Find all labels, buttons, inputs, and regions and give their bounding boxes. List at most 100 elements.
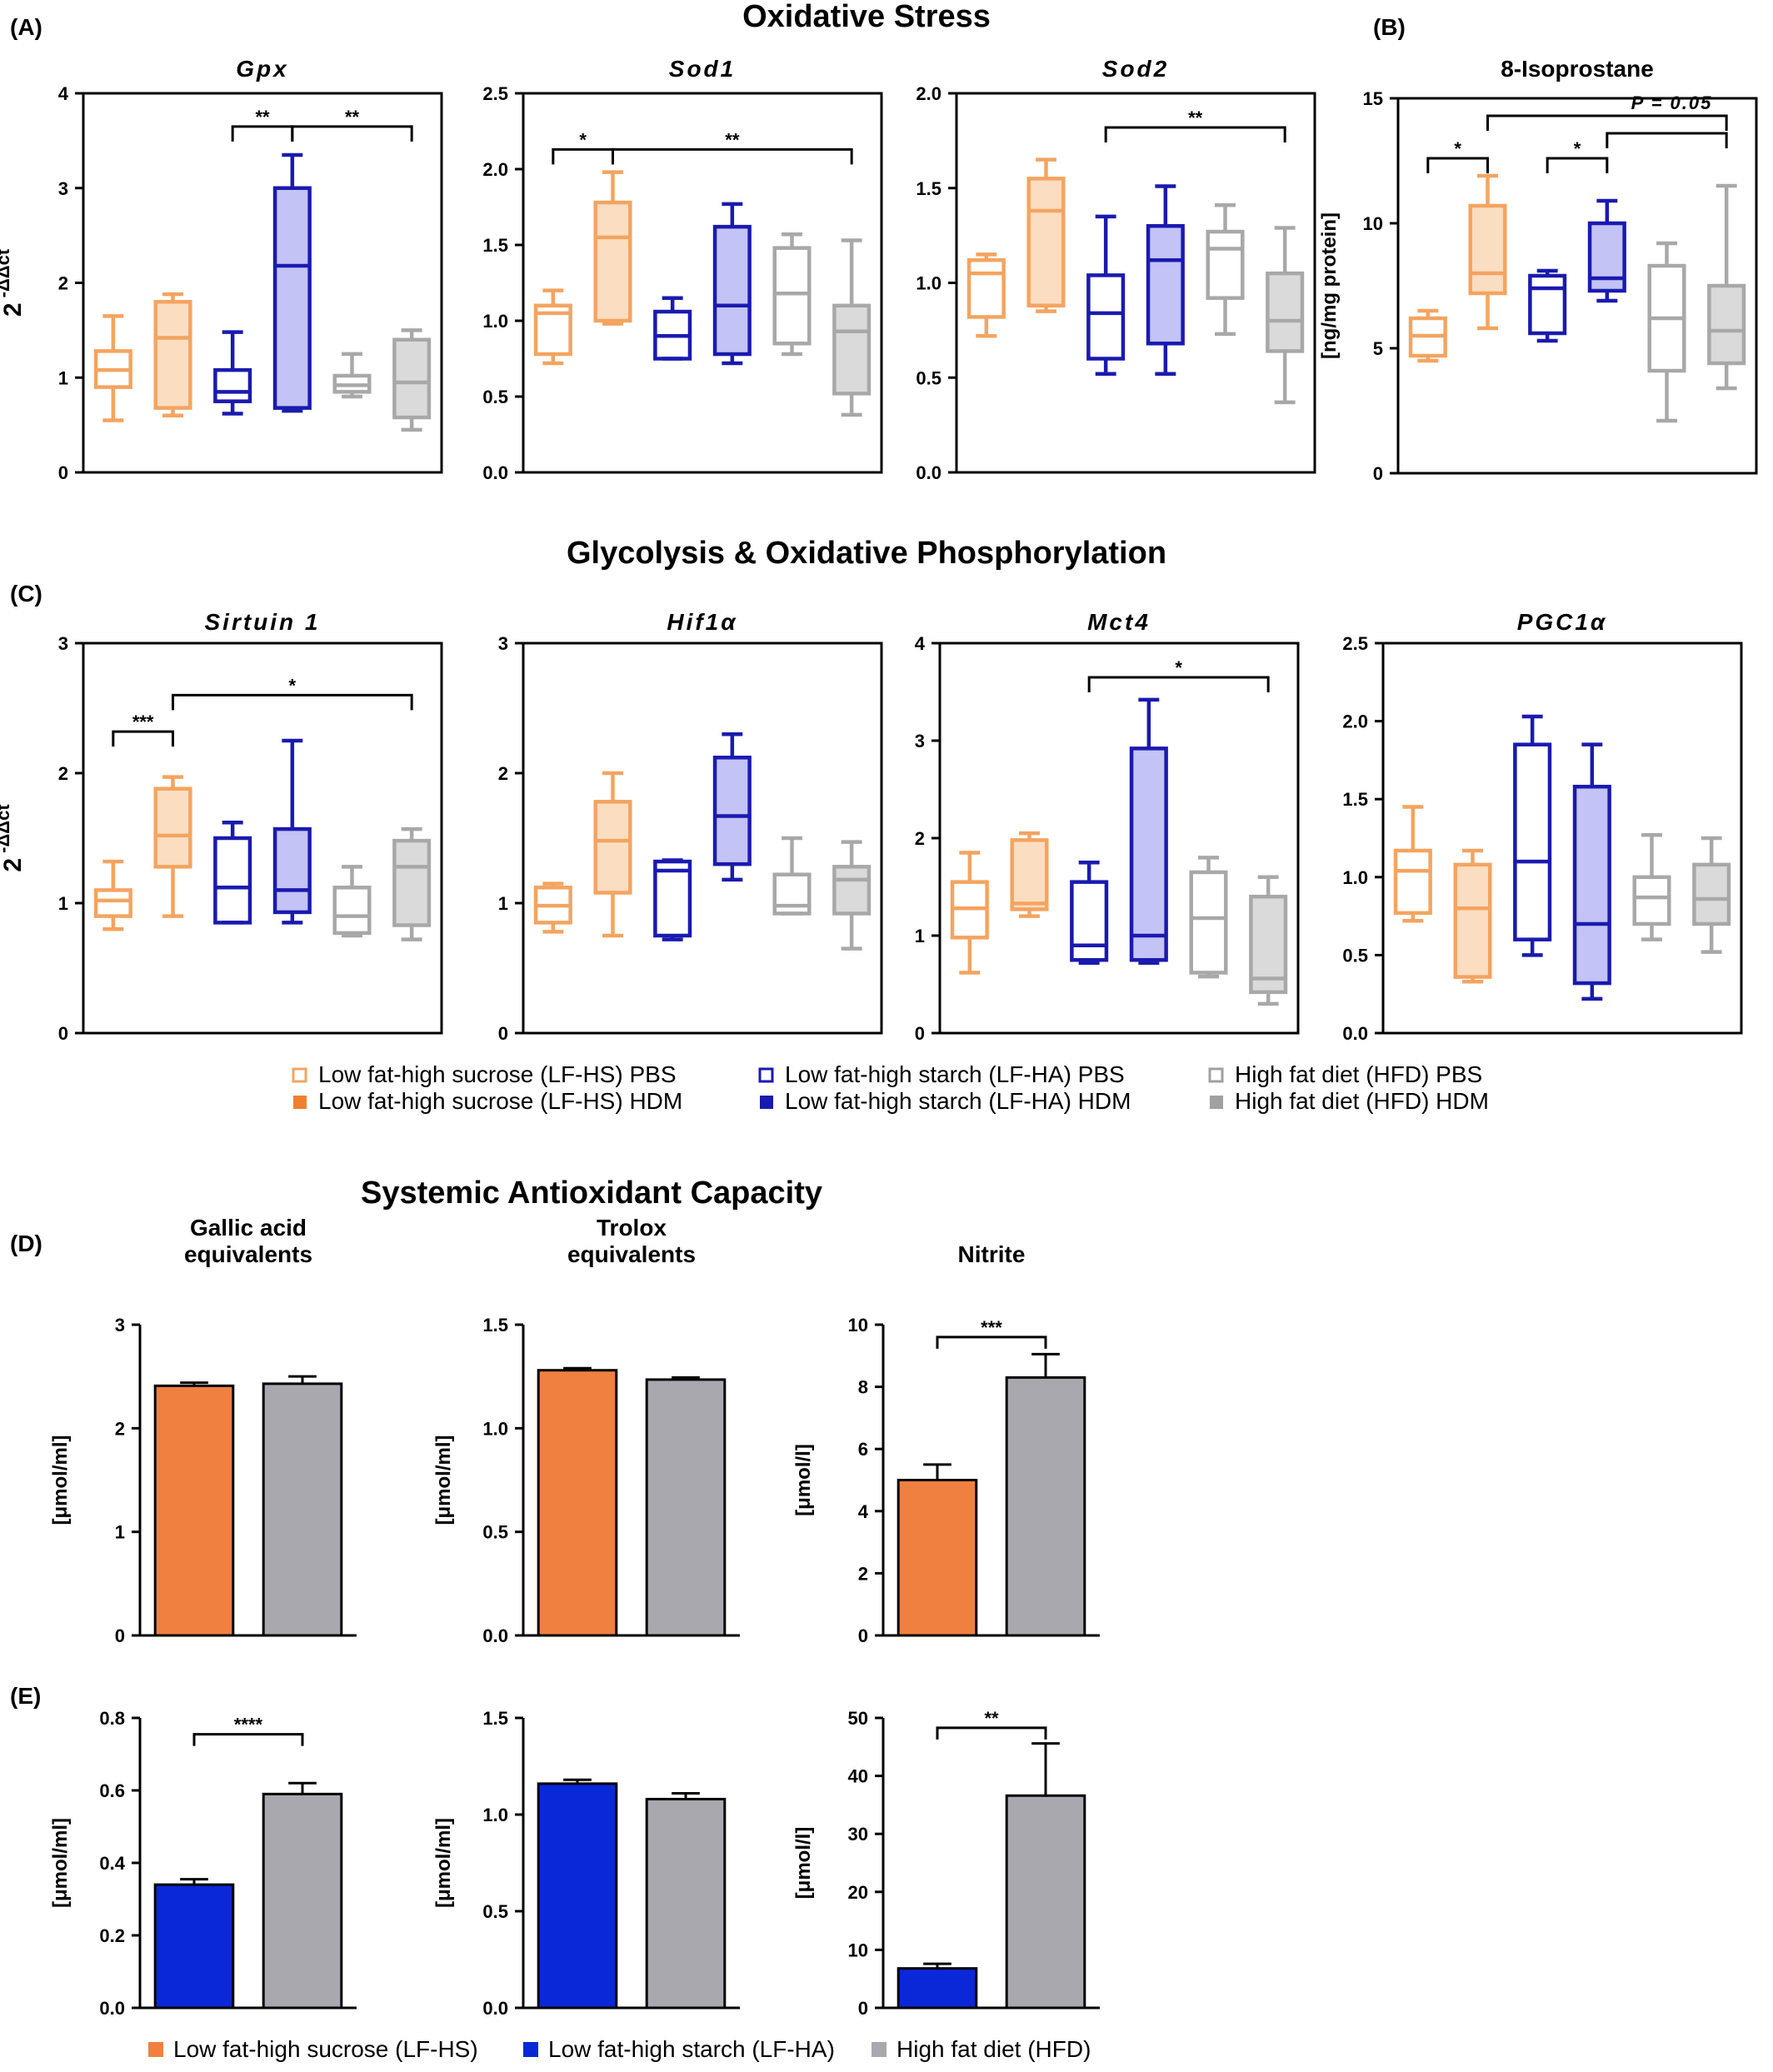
bar (645, 1378, 727, 1637)
y-tick-label: 4 (858, 1501, 869, 1522)
box-iqr (153, 786, 192, 869)
plot-frame (1381, 642, 1743, 1035)
box-iqr (153, 300, 192, 410)
box-iqr (593, 200, 632, 323)
chart-title: Sirtuin 1 (204, 609, 320, 635)
box-hfd-pbs (772, 232, 812, 357)
box-iqr (392, 337, 432, 420)
box-lf-ha-hdm (712, 731, 752, 882)
bar (262, 1382, 343, 1637)
bar-lf-ha (153, 1878, 235, 2010)
bar (537, 1369, 618, 1637)
y-tick-label: 0.2 (99, 1925, 125, 1946)
box-lf-ha-hdm (1572, 742, 1611, 1001)
significance-bracket (936, 1336, 1047, 1349)
y-tick-label: 30 (848, 1824, 868, 1845)
bar-legend: Low fat-high sucrose (LF-HS) Low fat-high… (148, 2036, 1091, 2062)
y-tick-label: 4 (915, 633, 926, 654)
y-axis-label: [μmol/ml] (49, 1818, 72, 1908)
y-tick-label: 3 (915, 731, 925, 751)
legend-item: Low fat-high sucrose (LF-HS) (148, 2036, 478, 2062)
box-iqr (1692, 862, 1731, 926)
y-tick-label: 1.0 (1342, 867, 1368, 888)
box-lf-hs-hdm (153, 775, 192, 918)
y-tick-label: 2.0 (482, 159, 508, 180)
significance-bracket (291, 125, 413, 142)
box-lf-hs-hdm (153, 292, 192, 417)
box-lf-ha-pbs (1070, 861, 1109, 966)
plot-frame (938, 642, 1300, 1035)
box-hfd-hdm (392, 328, 432, 432)
significance-bracket (112, 730, 174, 747)
bar-hfd (1005, 1742, 1086, 2010)
box-iqr (1026, 177, 1066, 308)
box-iqr (1129, 746, 1168, 962)
y-tick-label: 3 (115, 1315, 125, 1336)
y-tick-label: 0.0 (916, 462, 941, 483)
y-tick-label: 1.0 (482, 1418, 508, 1439)
box-lf-hs-pbs (93, 314, 132, 422)
significance-label: **** (234, 1715, 263, 1735)
y-tick-label: 1.5 (1342, 789, 1368, 810)
y-tick-label: 0.6 (99, 1780, 125, 1801)
y-tick-label: 6 (858, 1439, 868, 1460)
legend-swatch-open (1208, 1067, 1224, 1083)
y-tick-label: 0.0 (482, 1625, 508, 1646)
significance-label: * (579, 129, 587, 150)
box-hfd-hdm (1707, 183, 1746, 391)
y-tick-label: 4 (58, 83, 69, 104)
box-iqr (832, 303, 872, 396)
legend-label: High fat diet (HFD) HDM (1235, 1088, 1489, 1114)
box-lf-ha-hdm (1129, 697, 1168, 966)
legend-item: Low fat-high starch (LF-HA) PBS (758, 1061, 1125, 1087)
box-iqr (653, 859, 692, 938)
box-hfd-hdm (392, 826, 432, 941)
y-tick-label: 0.5 (1342, 945, 1368, 966)
legend-item: High fat diet (HFD) PBS (1208, 1061, 1482, 1087)
y-tick-label: 2.5 (482, 83, 508, 104)
chart-gpx: 0 1 2 3 4 Gpx 2 -ΔΔct ** ** (0, 56, 443, 483)
y-tick-label: 1 (498, 893, 508, 914)
significance-bracket (192, 1733, 304, 1746)
chart-title: Sod1 (669, 56, 736, 82)
y-tick-label: 0.0 (482, 1998, 508, 2019)
y-axis-label: [μmol/ml] (49, 1435, 72, 1525)
bar (896, 1479, 978, 1637)
bar (153, 1384, 235, 1637)
legend-swatch-filled (760, 1096, 773, 1109)
box-iqr (1249, 894, 1288, 995)
box-lf-ha-hdm (272, 152, 312, 413)
bar-hfd (645, 1376, 727, 1637)
box-iqr (1707, 283, 1746, 366)
significance-bracket (172, 693, 413, 711)
y-tick-label: 20 (848, 1882, 868, 1903)
plot-frame (522, 642, 883, 1035)
y-tick-label: 0.4 (99, 1853, 125, 1874)
significance-label: ** (255, 107, 270, 127)
bar (645, 1797, 727, 2010)
y-tick-label: 1 (58, 893, 68, 914)
legend-item: Low fat-high sucrose (LF-HS) PBS (292, 1061, 677, 1087)
chart-title: Hif1α (667, 609, 737, 635)
box-hfd-pbs (1632, 833, 1671, 941)
box-iqr (1070, 880, 1109, 962)
y-tick-label: 5 (1373, 338, 1383, 359)
legend-label: Low fat-high starch (LF-HA) PBS (785, 1061, 1125, 1087)
y-tick-label: 2 (58, 273, 68, 294)
box-iqr (593, 800, 632, 895)
box-lf-ha-pbs (1528, 268, 1567, 343)
y-tick-label: 0.0 (99, 1998, 125, 2019)
box-lf-ha-pbs (213, 821, 252, 925)
chart-nitrite: 0 2 4 6 8 10 Nitrite [μmol/l] *** (792, 1241, 1100, 1646)
y-tick-label: 1.5 (482, 1708, 508, 1729)
y-tick-label: 2 (498, 763, 508, 784)
box-lf-hs-hdm (1453, 848, 1492, 984)
chart-title: Gpx (236, 56, 288, 82)
section-title-oxidative-stress: Oxidative Stress (742, 0, 991, 34)
y-tick-label: 50 (848, 1708, 868, 1729)
legend-label: Low fat-high sucrose (LF-HS) HDM (318, 1088, 682, 1114)
y-tick-label: 0 (1373, 463, 1383, 484)
panel-letter-e: (E) (10, 1683, 41, 1709)
y-tick-label: 2 (915, 828, 925, 849)
